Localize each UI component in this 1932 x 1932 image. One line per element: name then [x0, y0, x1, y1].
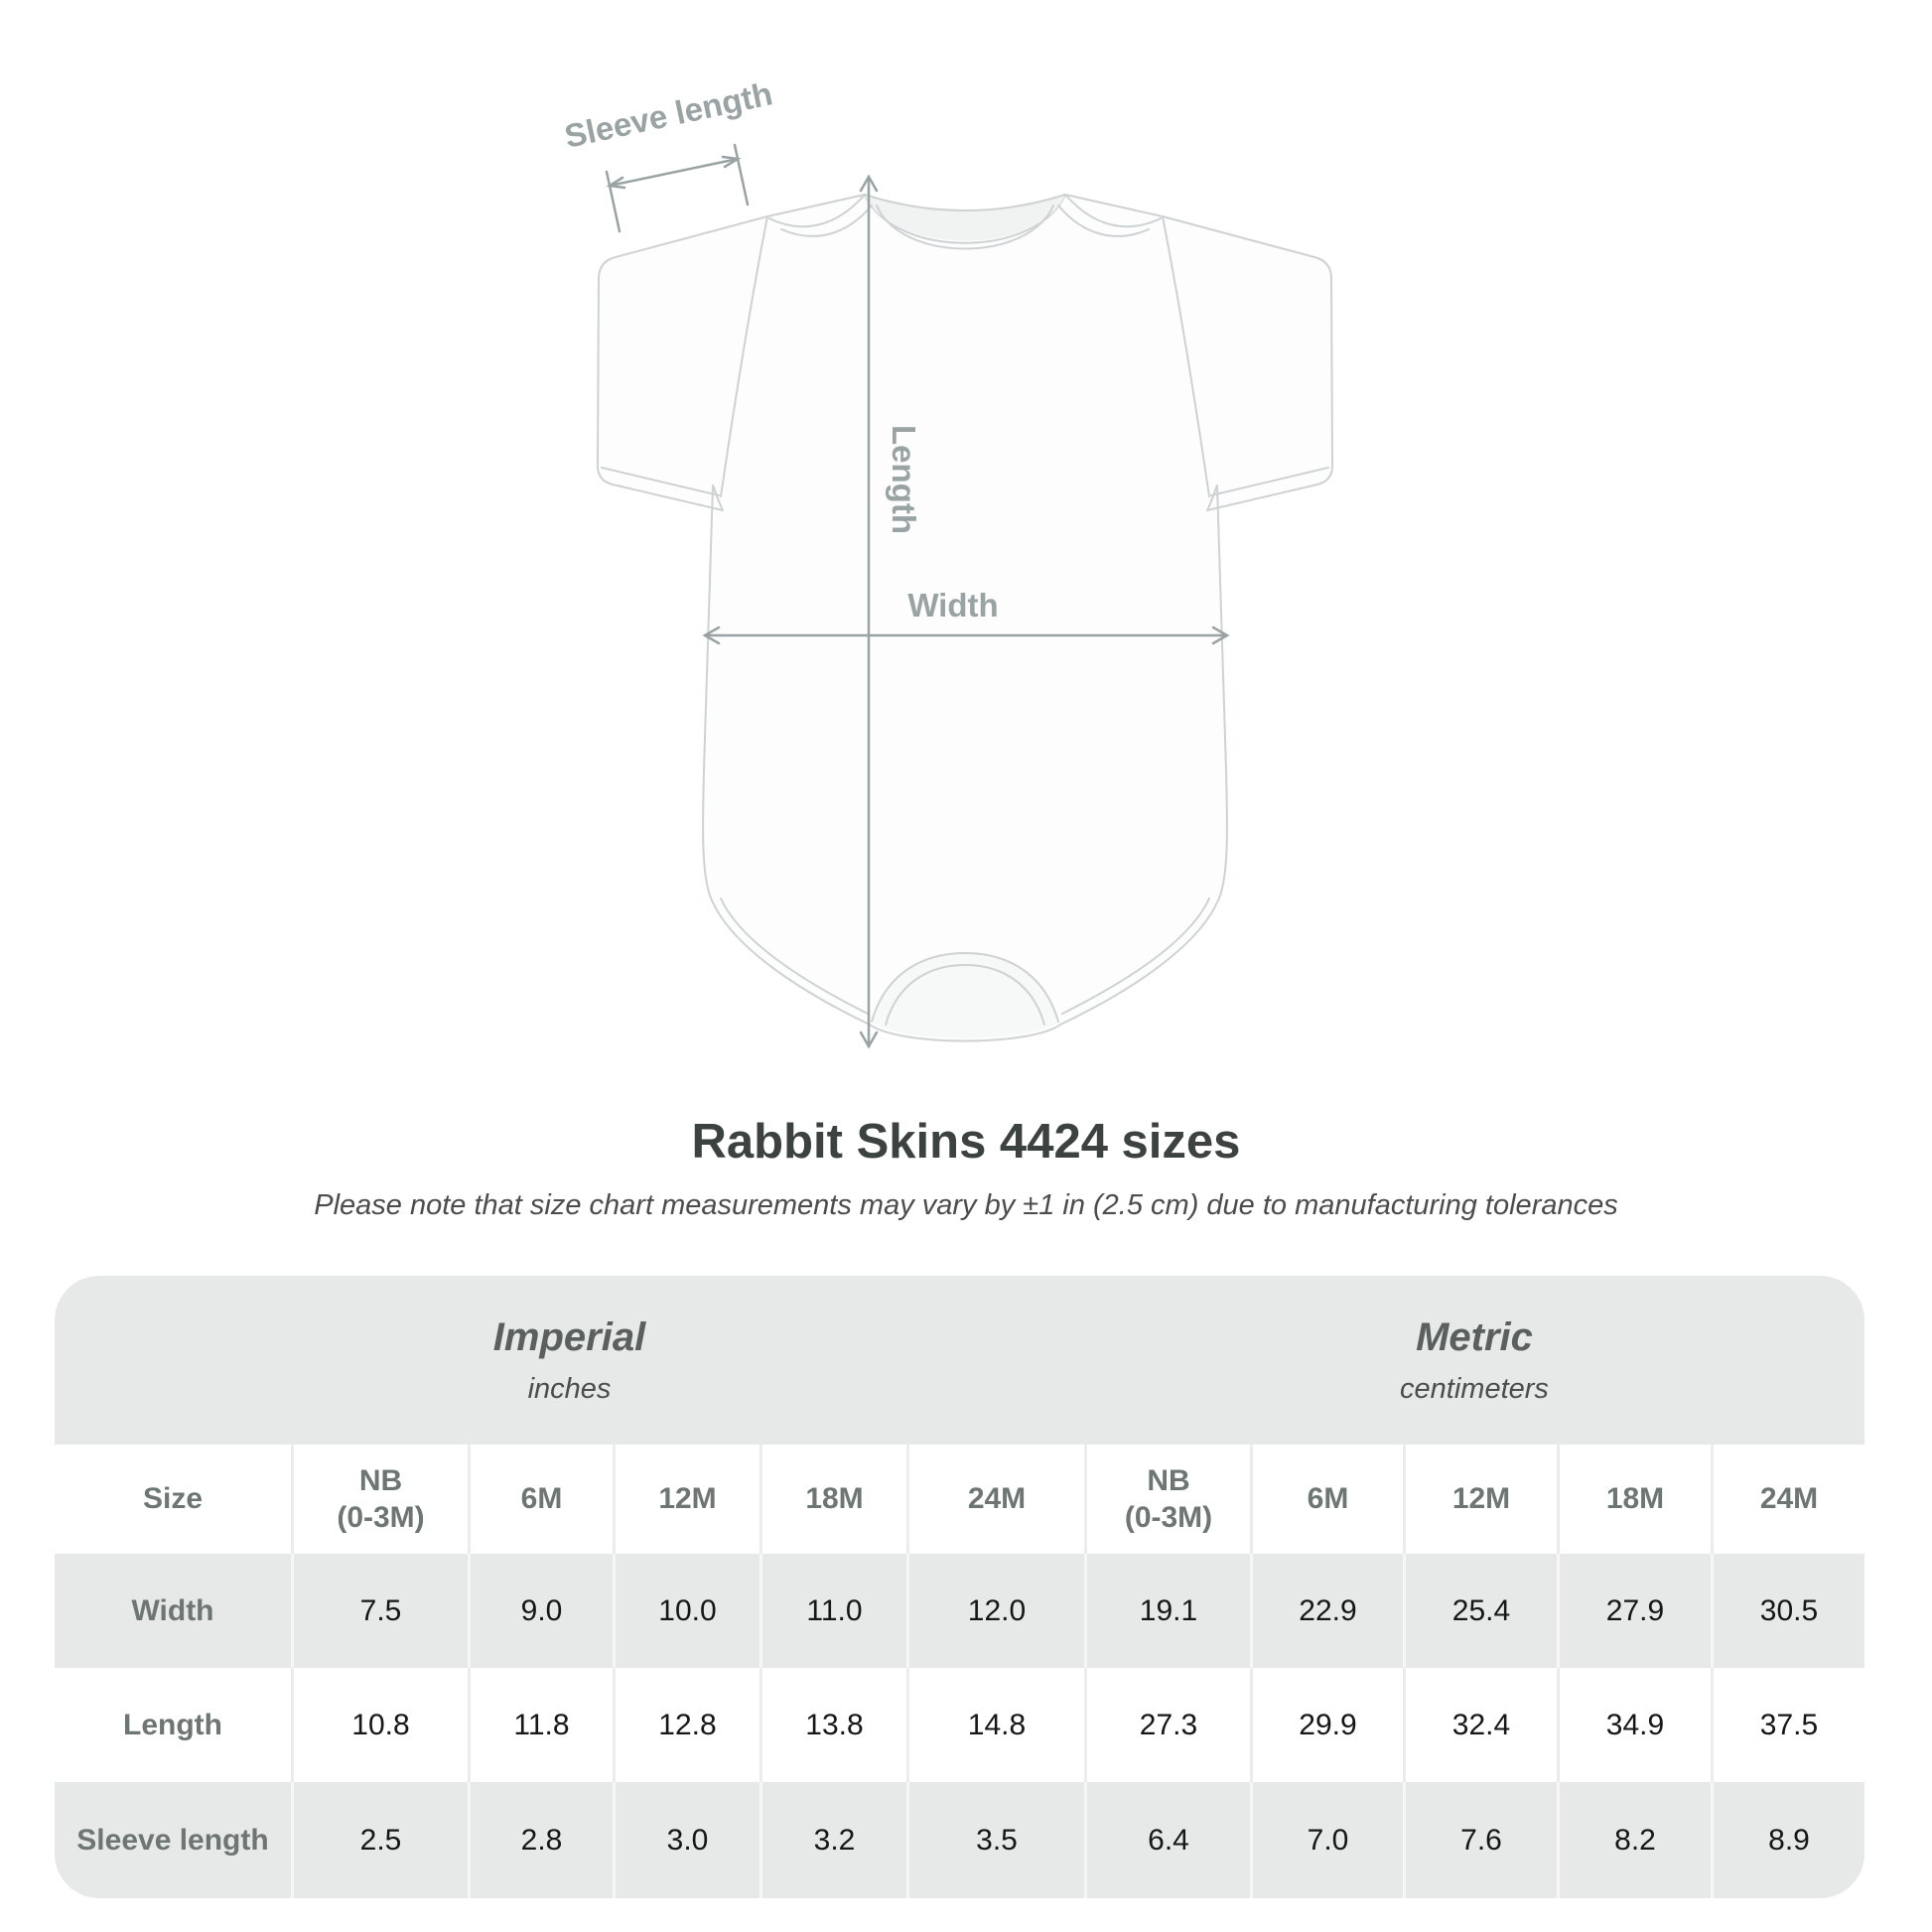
- size-line1: 12M: [658, 1482, 717, 1516]
- neck-back-panel: [865, 195, 1065, 241]
- value-cell: 7.0: [1250, 1782, 1403, 1898]
- size-line1: 18M: [805, 1482, 864, 1516]
- size-header-row: Size NB (0-3M) 6M 12M 18M 24M NB (0-3M) …: [55, 1445, 1864, 1554]
- size-header-cell: NB (0-3M): [1084, 1445, 1250, 1554]
- onesie-size-diagram: Sleeve length Length Width: [536, 55, 1400, 1077]
- unit-group-header-row: Imperial inches Metric centimeters: [55, 1276, 1864, 1445]
- value-cell: 3.0: [613, 1782, 759, 1898]
- size-header-cell: 18M: [1557, 1445, 1711, 1554]
- size-line1: 6M: [1307, 1482, 1349, 1516]
- value-cell: 7.5: [291, 1554, 468, 1668]
- value-cell: 3.2: [759, 1782, 906, 1898]
- value-cell: 29.9: [1250, 1668, 1403, 1782]
- size-line1: NB: [358, 1463, 403, 1497]
- heading-block: Rabbit Skins 4424 sizes Please note that…: [0, 1114, 1932, 1222]
- size-line1: 12M: [1451, 1482, 1511, 1516]
- width-arrow: [702, 625, 1230, 645]
- value-cell: 30.5: [1711, 1554, 1864, 1668]
- size-line2: (0-3M): [1124, 1501, 1213, 1534]
- value-cell: 6.4: [1084, 1782, 1250, 1898]
- value-cell: 8.9: [1711, 1782, 1864, 1898]
- size-header-cell: NB (0-3M): [291, 1445, 468, 1554]
- value-cell: 13.8: [759, 1668, 906, 1782]
- size-line1: NB: [1147, 1463, 1190, 1497]
- unit-group-name: Metric: [1416, 1314, 1533, 1359]
- value-cell: 9.0: [468, 1554, 613, 1668]
- unit-group-unit: inches: [527, 1372, 612, 1405]
- value-cell: 27.9: [1557, 1554, 1711, 1668]
- size-header-cell: 6M: [1250, 1445, 1403, 1554]
- size-header-cell: 24M: [906, 1445, 1084, 1554]
- value-cell: 10.0: [613, 1554, 759, 1668]
- value-cell: 11.0: [759, 1554, 906, 1668]
- size-chart-table: Imperial inches Metric centimeters Size …: [55, 1276, 1864, 1898]
- length-arrow: [859, 174, 879, 1049]
- value-cell: 11.8: [468, 1668, 613, 1782]
- value-cell: 19.1: [1084, 1554, 1250, 1668]
- size-header-cell: 18M: [759, 1445, 906, 1554]
- unit-group-unit: centimeters: [1400, 1372, 1549, 1405]
- tolerance-note: Please note that size chart measurements…: [314, 1189, 1618, 1221]
- size-line1: 6M: [520, 1482, 563, 1516]
- row-label: Sleeve length: [76, 1823, 269, 1857]
- value-cell: 7.6: [1403, 1782, 1557, 1898]
- size-line1: 24M: [967, 1482, 1027, 1516]
- length-label: Length: [886, 425, 922, 534]
- width-label: Width: [907, 587, 998, 623]
- onesie-illustration: Sleeve length Length Width: [561, 74, 1334, 1049]
- value-cell: 3.5: [906, 1782, 1084, 1898]
- page-title: Rabbit Skins 4424 sizes: [691, 1115, 1241, 1169]
- value-cell: 14.8: [906, 1668, 1084, 1782]
- value-cell: 34.9: [1557, 1668, 1711, 1782]
- row-label: Width: [131, 1593, 214, 1627]
- value-cell: 2.5: [291, 1782, 468, 1898]
- onesie-body: [596, 194, 1334, 1042]
- value-cell: 25.4: [1403, 1554, 1557, 1668]
- sleeve-length-row: Sleeve length 2.5 2.8 3.0 3.2 3.5 6.4 7.…: [55, 1782, 1864, 1898]
- size-line2: (0-3M): [337, 1501, 425, 1534]
- sleeve-length-arrow: [605, 143, 750, 233]
- size-header-cell: 24M: [1711, 1445, 1864, 1554]
- value-cell: 27.3: [1084, 1668, 1250, 1782]
- width-row: Width 7.5 9.0 10.0 11.0 12.0 19.1 22.9 2…: [55, 1554, 1864, 1668]
- snap-flap: [872, 953, 1058, 1038]
- value-cell: 12.8: [613, 1668, 759, 1782]
- size-header-cell: 6M: [468, 1445, 613, 1554]
- length-row: Length 10.8 11.8 12.8 13.8 14.8 27.3 29.…: [55, 1668, 1864, 1782]
- snap-flap-seams: [871, 952, 1059, 1026]
- value-cell: 8.2: [1557, 1782, 1711, 1898]
- size-line1: 24M: [1759, 1482, 1819, 1516]
- unit-group-metric: Metric centimeters: [1084, 1276, 1864, 1445]
- size-header-cell: 12M: [613, 1445, 759, 1554]
- value-cell: 12.0: [906, 1554, 1084, 1668]
- value-cell: 32.4: [1403, 1668, 1557, 1782]
- sleeve-length-label: Sleeve length: [561, 74, 775, 154]
- size-line1: 18M: [1605, 1482, 1665, 1516]
- size-header-cell: 12M: [1403, 1445, 1557, 1554]
- size-col-header: Size: [142, 1482, 204, 1515]
- row-label: Length: [123, 1708, 222, 1741]
- unit-group-imperial: Imperial inches: [55, 1276, 1084, 1445]
- value-cell: 10.8: [291, 1668, 468, 1782]
- value-cell: 2.8: [468, 1782, 613, 1898]
- value-cell: 22.9: [1250, 1554, 1403, 1668]
- value-cell: 37.5: [1711, 1668, 1864, 1782]
- unit-group-name: Imperial: [492, 1314, 646, 1359]
